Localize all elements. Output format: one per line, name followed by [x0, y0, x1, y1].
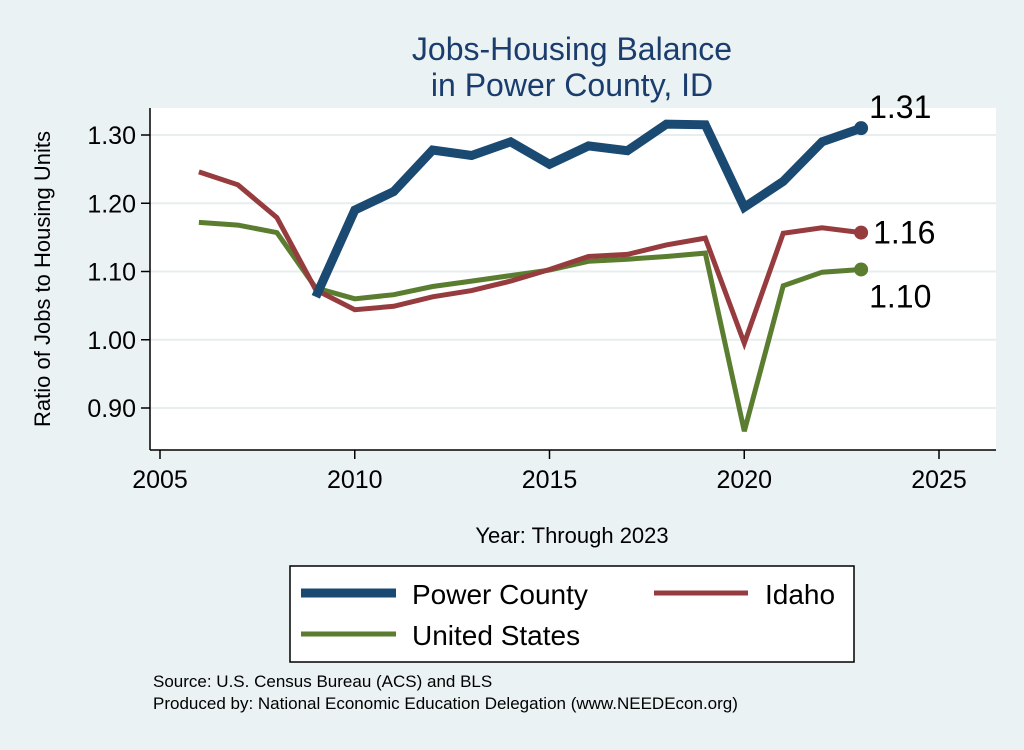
chart-title-line-2: in Power County, ID: [431, 67, 713, 103]
plot-area: [150, 108, 996, 450]
y-tick-label: 1.20: [87, 190, 136, 218]
endpoint-marker-united-states: [854, 262, 869, 277]
producer-note: Produced by: National Economic Education…: [153, 694, 738, 713]
legend-box: [289, 565, 855, 663]
legend-label-idaho: Idaho: [765, 579, 835, 610]
x-tick-label: 2025: [911, 466, 967, 494]
endpoint-label-united-states: 1.10: [869, 278, 931, 314]
x-axis-ticks: 2005 2010 2015 2020 2025: [132, 450, 967, 494]
endpoint-label-idaho: 1.16: [873, 215, 935, 251]
endpoint-marker-power-county: [854, 121, 869, 136]
y-axis-ticks: 0.90 1.00 1.10 1.20 1.30: [87, 122, 150, 423]
chart-title-line-1: Jobs-Housing Balance: [412, 31, 732, 67]
x-tick-label: 2010: [327, 466, 383, 494]
x-tick-label: 2015: [522, 466, 578, 494]
series-lines: [198, 119, 863, 432]
series-line-power-county: [311, 119, 863, 299]
endpoint-label-power-county: 1.31: [869, 89, 931, 125]
series-line-idaho: [198, 169, 862, 351]
y-tick-label: 1.10: [87, 259, 136, 287]
source-note: Source: U.S. Census Bureau (ACS) and BLS: [153, 672, 492, 691]
y-axis-title: Ratio of Jobs to Housing Units: [30, 131, 55, 427]
legend-label-united-states: United States: [412, 620, 580, 651]
endpoint-marker-idaho: [854, 225, 869, 240]
series-endpoints: 1.10 1.16 1.31: [854, 89, 935, 314]
x-tick-label: 2005: [132, 466, 188, 494]
legend-label-power-county: Power County: [412, 579, 588, 610]
y-tick-label: 1.00: [87, 327, 136, 355]
y-tick-label: 0.90: [87, 395, 136, 423]
y-tick-label: 1.30: [87, 122, 136, 150]
x-tick-label: 2020: [716, 466, 772, 494]
x-axis-title: Year: Through 2023: [475, 523, 668, 548]
